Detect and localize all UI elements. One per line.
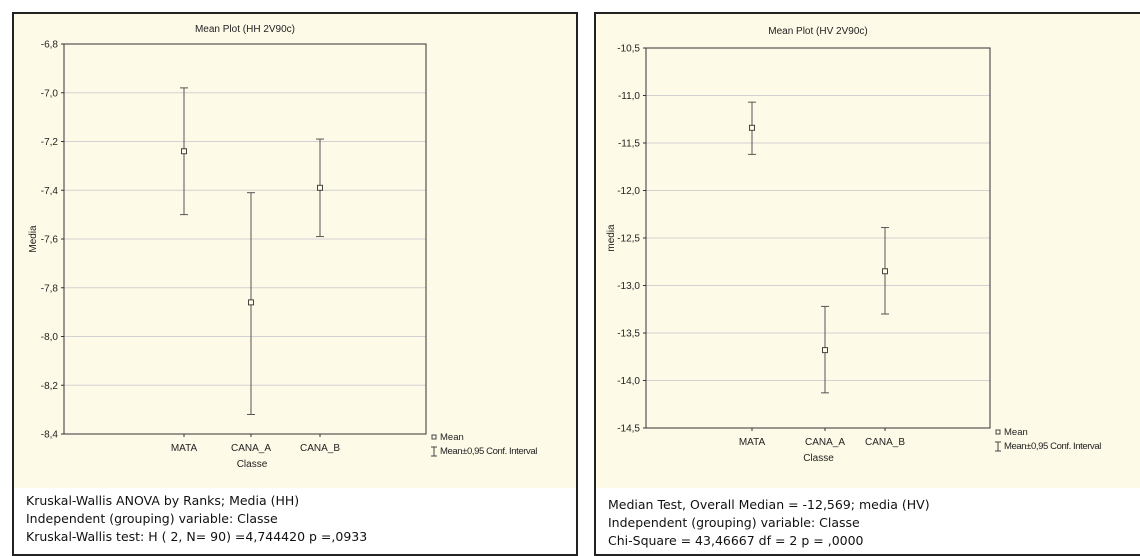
y-tick-label: -11,5: [618, 139, 640, 150]
stats-line: Kruskal-Wallis ANOVA by Ranks; Media (HH…: [26, 493, 300, 508]
y-tick-label: -13,0: [617, 281, 640, 292]
y-tick-label: -7,0: [41, 88, 59, 99]
legend-mean-label: Mean: [1004, 427, 1028, 438]
y-tick-label: -13,5: [617, 329, 640, 340]
x-tick-label: MATA: [171, 443, 198, 454]
stats-line: Independent (grouping) variable: Classe: [608, 515, 860, 530]
x-tick-label: MATA: [739, 437, 766, 448]
stats-line: Kruskal-Wallis test: H ( 2, N= 90) =4,74…: [26, 529, 368, 544]
mean-point: [248, 299, 254, 306]
plot-background: [596, 14, 1140, 488]
chart-title: Mean Plot (HV 2V90c): [768, 26, 868, 37]
x-tick-label: CANA_A: [805, 437, 845, 448]
y-tick-label: -7,8: [41, 283, 59, 294]
legend-interval-label: Mean±0,95 Conf. Interval: [440, 446, 537, 457]
y-tick-label: -8,4: [41, 430, 59, 441]
stats-line: Independent (grouping) variable: Classe: [26, 511, 278, 526]
mean-point: [882, 268, 888, 275]
x-tick-label: CANA_B: [300, 443, 340, 454]
legend-mean-marker: [431, 434, 437, 440]
y-axis-label: Media: [28, 225, 39, 253]
plot-frame: [63, 43, 427, 435]
y-tick-label: -14,0: [617, 376, 640, 387]
left-chart-panel: -6,8 -7,0 -7,2 -7,4 -7,6 -7,8 -8,0 -8,2 -8,4 Mean…: [12, 12, 578, 556]
mean-point: [749, 124, 755, 131]
legend-mean-marker: [995, 429, 1001, 435]
y-tick-label: -10,5: [617, 44, 640, 55]
stats-line: Median Test, Overall Median = -12,569; m…: [608, 497, 930, 512]
hv-stats-text: Median Test, Overall Median = -12,569; m…: [608, 496, 930, 550]
y-tick-label: -6,8: [41, 40, 59, 51]
x-axis-label: Classe: [237, 459, 268, 470]
y-tick-label: -14,5: [617, 424, 640, 435]
y-tick-label: -7,4: [41, 186, 59, 197]
y-tick-label: -12,0: [617, 186, 640, 197]
y-axis-label: media: [606, 224, 617, 252]
right-chart-panel: -10,5 -11,0 -11,5 -12,0 -12,5 -13,0 -13,5 -14,0…: [594, 12, 1140, 556]
stats-line: Chi-Square = 43,46667 df = 2 p = ,0000: [608, 533, 864, 548]
x-tick-label: CANA_A: [231, 443, 271, 454]
plot-frame: [645, 47, 991, 429]
chart-title: Mean Plot (HH 2V90c): [195, 24, 295, 35]
legend-mean-label: Mean: [440, 432, 464, 443]
y-tick-label: -8,0: [41, 332, 59, 343]
y-tick-label: -7,2: [41, 137, 59, 148]
mean-point: [317, 184, 323, 191]
hh-mean-plot: -6,8 -7,0 -7,2 -7,4 -7,6 -7,8 -8,0 -8,2 -8,4 Mean…: [28, 24, 538, 470]
x-tick-label: CANA_B: [865, 437, 905, 448]
legend-interval-label: Mean±0,95 Conf. Interval: [1004, 441, 1101, 452]
mean-point: [822, 347, 828, 354]
y-tick-label: -12,5: [617, 234, 640, 245]
hh-stats-text: Kruskal-Wallis ANOVA by Ranks; Media (HH…: [26, 492, 367, 546]
hv-mean-plot: -10,5 -11,0 -11,5 -12,0 -12,5 -13,0 -13,5 -14,0…: [606, 26, 1102, 464]
y-tick-label: -7,6: [41, 235, 59, 246]
y-tick-label: -8,2: [41, 381, 59, 392]
x-axis-label: Classe: [803, 453, 834, 464]
y-tick-label: -11,0: [618, 91, 640, 102]
mean-point: [181, 148, 187, 155]
